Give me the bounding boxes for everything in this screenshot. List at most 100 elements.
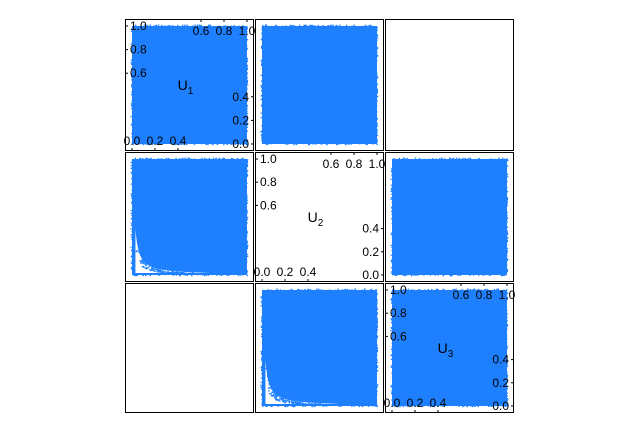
point [405, 274, 407, 276]
point [266, 374, 269, 376]
point [391, 391, 393, 393]
point [260, 381, 262, 384]
point [246, 232, 248, 234]
point [443, 158, 446, 160]
point [279, 400, 281, 402]
point [418, 158, 420, 161]
point [135, 250, 138, 253]
point [200, 24, 202, 27]
point [246, 82, 248, 84]
point [376, 331, 378, 334]
point [400, 405, 402, 407]
point [131, 173, 133, 175]
point [377, 95, 379, 97]
point [368, 405, 370, 407]
tick-label: 0.4 [492, 353, 509, 367]
point [138, 251, 140, 253]
point [246, 260, 248, 263]
point [376, 105, 378, 107]
point [376, 319, 378, 321]
point [310, 289, 312, 291]
point [185, 143, 188, 145]
point [246, 216, 249, 219]
point [267, 143, 269, 145]
point [461, 288, 463, 291]
point [261, 311, 264, 313]
point [131, 83, 133, 85]
point [270, 289, 272, 291]
point [472, 405, 474, 407]
point [267, 387, 270, 389]
point [230, 158, 233, 160]
point [297, 402, 299, 404]
point [492, 405, 494, 407]
point [130, 262, 132, 264]
point [246, 26, 248, 28]
point [190, 158, 192, 160]
point [157, 143, 159, 145]
point [246, 79, 249, 82]
point [376, 359, 378, 361]
point [506, 229, 508, 232]
point [262, 326, 264, 328]
point [132, 103, 134, 105]
point [245, 211, 248, 214]
point [222, 157, 224, 159]
point [484, 289, 486, 291]
point [431, 405, 433, 407]
point [298, 24, 301, 26]
point [376, 348, 378, 350]
point [265, 24, 267, 27]
point [314, 403, 317, 405]
point [507, 176, 509, 178]
point [269, 387, 271, 389]
point [260, 86, 262, 88]
point [245, 240, 248, 242]
point [507, 258, 509, 260]
point [298, 289, 300, 291]
point [390, 299, 392, 301]
point [390, 218, 393, 220]
point [222, 274, 224, 276]
point [141, 259, 144, 262]
point [260, 90, 263, 92]
point [391, 211, 394, 213]
point [391, 252, 394, 254]
point [180, 143, 182, 146]
point [226, 274, 228, 276]
point [160, 143, 162, 145]
point [393, 157, 395, 160]
point [390, 319, 393, 321]
point [246, 197, 248, 199]
point [453, 289, 455, 291]
point [260, 112, 262, 114]
point [502, 274, 504, 276]
point [246, 271, 248, 273]
point [304, 289, 306, 291]
point [229, 142, 231, 145]
point [246, 105, 248, 107]
point [506, 231, 508, 233]
point [130, 193, 132, 195]
point [361, 289, 364, 291]
point [376, 293, 378, 295]
point [260, 384, 262, 386]
point [246, 89, 248, 91]
point [246, 222, 248, 224]
point [323, 289, 325, 291]
point [286, 143, 288, 145]
point [284, 143, 286, 145]
point [282, 400, 284, 402]
point [218, 157, 220, 159]
point [260, 95, 262, 97]
point [332, 24, 334, 26]
point [309, 143, 311, 146]
point [246, 76, 248, 79]
panel-border-r1-c1 [125, 19, 254, 151]
point [287, 405, 289, 407]
point [320, 403, 322, 406]
tick-label: 0.4 [170, 134, 187, 148]
point [391, 191, 393, 193]
point [336, 144, 338, 146]
point [246, 39, 248, 41]
